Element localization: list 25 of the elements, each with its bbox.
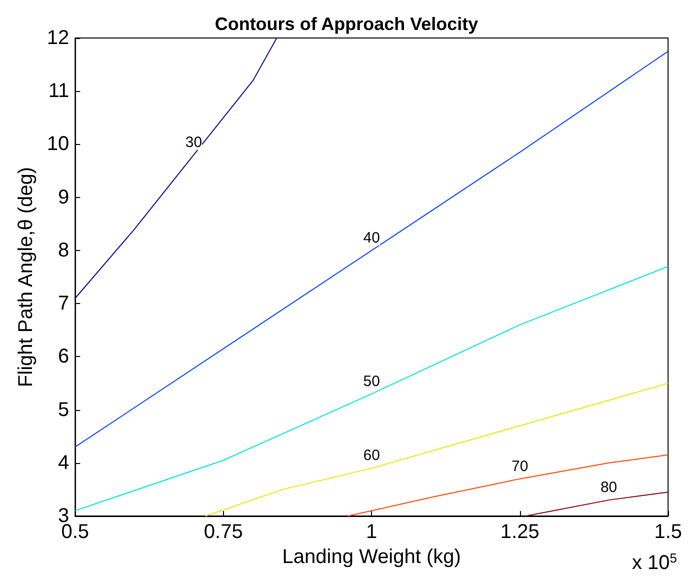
series-label: 80 [600, 479, 618, 496]
series-label: 40 [363, 229, 380, 246]
x-tick-label: 1.5 [654, 521, 682, 543]
y-tick-label: 6 [58, 346, 70, 368]
y-tick-label: 8 [58, 239, 70, 262]
y-tick-label: 11 [48, 80, 70, 102]
x-tick-label: 0.75 [204, 521, 243, 543]
y-tick-label: 10 [46, 133, 70, 156]
series-label: 30 [185, 134, 202, 151]
x-axis-title: Landing Weight (kg) [282, 546, 461, 568]
y-tick-label: 5 [58, 398, 70, 421]
x-tick-label: 1.25 [500, 521, 540, 543]
line-series [74, 266, 669, 512]
chart-title: Contours of Approach Velocity [214, 14, 478, 34]
y-tick-label: 7 [58, 292, 70, 315]
y-axis-title: Flight Path Angle,θ (deg) [15, 166, 37, 388]
line-series [74, 50, 669, 448]
y-tick-label: 9 [58, 186, 70, 208]
series-label: 60 [363, 447, 380, 464]
y-tick-label: 12 [46, 27, 70, 49]
x-tick-label: 1 [366, 521, 378, 543]
series-label: 70 [512, 458, 528, 475]
series-label: 50 [363, 372, 380, 390]
line-series [74, 38, 278, 299]
y-tick-label: 4 [58, 452, 70, 474]
